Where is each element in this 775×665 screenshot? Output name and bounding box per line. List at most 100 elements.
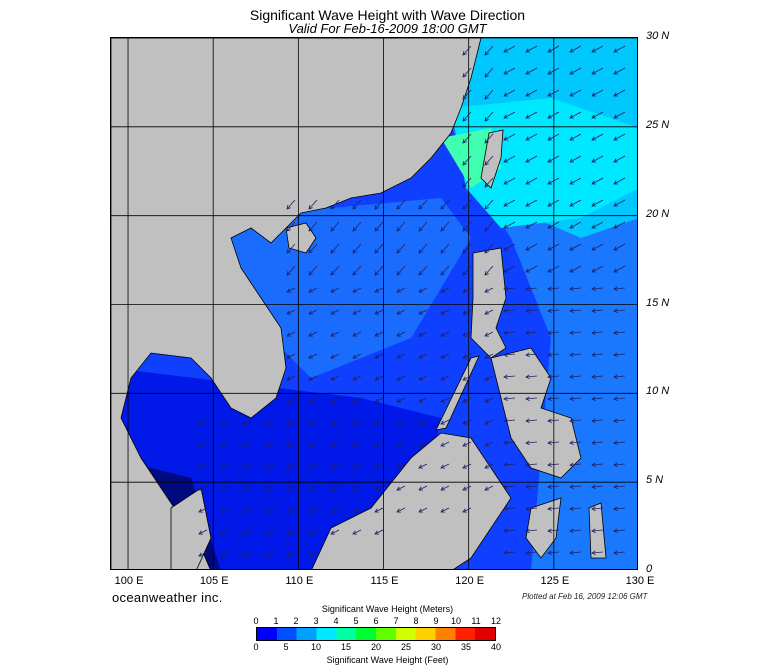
- wave-direction-arrow: [569, 199, 582, 207]
- wave-direction-arrow: [591, 45, 604, 53]
- wave-direction-arrow: [484, 375, 494, 381]
- wave-direction-arrow: [462, 155, 472, 166]
- wave-direction-arrow: [462, 221, 472, 232]
- wave-direction-arrow: [613, 528, 626, 533]
- wave-direction-arrow: [374, 397, 384, 403]
- wave-direction-arrow: [286, 221, 296, 232]
- wave-direction-arrow: [418, 463, 428, 469]
- wave-direction-arrow: [613, 221, 626, 229]
- wave-direction-arrow: [613, 133, 626, 141]
- wave-direction-arrow: [242, 485, 252, 491]
- wave-direction-arrow: [547, 528, 560, 533]
- colorbar-feet-tick: 30: [430, 642, 442, 652]
- wave-direction-arrow: [503, 155, 516, 163]
- wave-direction-arrow: [330, 287, 340, 293]
- wave-direction-arrow: [547, 330, 560, 335]
- wave-direction-arrow: [198, 485, 208, 491]
- wave-direction-arrow: [547, 199, 560, 207]
- wave-direction-arrow: [198, 441, 208, 447]
- wave-direction-arrow: [591, 484, 604, 489]
- wave-direction-arrow: [374, 485, 384, 491]
- wave-direction-arrow: [569, 484, 582, 489]
- colorbar-feet-tick: 15: [340, 642, 352, 652]
- wave-direction-arrow: [503, 528, 516, 533]
- wave-direction-arrow: [198, 463, 208, 469]
- longitude-label: 120 E: [455, 575, 485, 587]
- wave-direction-arrow: [374, 463, 384, 469]
- colorbar-meter-tick: 4: [333, 616, 339, 626]
- wave-direction-arrow: [484, 155, 494, 166]
- wave-direction-arrow: [613, 550, 626, 555]
- colorbar-meter-tick: 3: [313, 616, 319, 626]
- wave-direction-arrow: [613, 484, 626, 489]
- wave-direction-arrow: [418, 507, 428, 513]
- colorbar-title-meters: Significant Wave Height (Meters): [321, 604, 454, 614]
- wave-direction-arrow: [308, 331, 318, 337]
- wave-direction-arrow: [330, 331, 340, 337]
- wave-direction-arrow: [440, 419, 450, 425]
- wave-direction-arrow: [440, 331, 450, 337]
- wave-direction-arrow: [462, 397, 472, 403]
- wave-direction-arrow: [374, 265, 384, 276]
- wave-direction-arrow: [374, 353, 384, 359]
- wave-direction-arrow: [591, 155, 604, 163]
- wave-direction-arrow: [462, 243, 472, 254]
- wave-direction-arrow: [503, 89, 516, 97]
- wave-direction-arrow: [547, 89, 560, 97]
- latitude-label: 10 N: [646, 385, 670, 398]
- wave-direction-arrow: [613, 462, 626, 467]
- wave-direction-arrow: [418, 375, 428, 381]
- wave-direction-arrow: [503, 286, 516, 291]
- land-mainland: [111, 38, 482, 569]
- wave-direction-arrow: [525, 352, 538, 357]
- wave-direction-arrow: [613, 308, 626, 313]
- wave-direction-arrow: [591, 111, 604, 119]
- wave-direction-arrow: [547, 308, 560, 313]
- wave-direction-arrow: [503, 177, 516, 185]
- wave-direction-arrow: [308, 507, 318, 513]
- wave-direction-arrow: [547, 352, 560, 357]
- wave-direction-arrow: [308, 551, 318, 557]
- wave-direction-arrow: [264, 507, 274, 513]
- wave-direction-arrow: [198, 419, 208, 425]
- colorbar-meter-tick: 5: [353, 616, 359, 626]
- wave-direction-arrow: [569, 221, 582, 229]
- wave-direction-arrow: [352, 287, 362, 293]
- wave-direction-arrow: [462, 177, 472, 188]
- wave-direction-arrow: [308, 199, 318, 210]
- wave-direction-arrow: [591, 177, 604, 185]
- wave-direction-arrow: [286, 331, 296, 337]
- wave-direction-arrow: [525, 462, 538, 467]
- wave-direction-arrow: [547, 155, 560, 163]
- wave-direction-arrow: [352, 419, 362, 425]
- wave-direction-arrow: [418, 353, 428, 359]
- wave-direction-arrow: [569, 111, 582, 119]
- wave-direction-arrow: [613, 352, 626, 357]
- wave-direction-arrow: [613, 111, 626, 119]
- wave-direction-arrow: [352, 243, 362, 254]
- latitude-label: 0: [646, 563, 653, 575]
- wave-direction-arrow: [330, 507, 340, 513]
- wave-direction-arrow: [440, 507, 450, 513]
- colorbar-title-feet: Significant Wave Height (Feet): [326, 655, 449, 665]
- wave-direction-arrow: [484, 397, 494, 403]
- wave-direction-arrow: [569, 89, 582, 97]
- wave-direction-arrow: [352, 265, 362, 276]
- wave-direction-arrow: [330, 243, 340, 254]
- wave-direction-arrow: [286, 507, 296, 513]
- wave-direction-arrow: [484, 199, 494, 210]
- wave-direction-arrow: [330, 199, 340, 210]
- wave-direction-arrow: [591, 506, 604, 511]
- wave-direction-arrow: [591, 67, 604, 75]
- wave-direction-arrow: [484, 309, 494, 315]
- wave-direction-arrow: [569, 308, 582, 313]
- wave-direction-arrow: [525, 506, 538, 511]
- wave-direction-arrow: [591, 286, 604, 291]
- wave-direction-arrow: [547, 462, 560, 467]
- wave-direction-arrow: [220, 485, 230, 491]
- wave-direction-arrow: [330, 529, 340, 535]
- sea-zone-taiwan-strait: [451, 98, 637, 228]
- wave-direction-arrow: [591, 462, 604, 467]
- wave-direction-arrow: [220, 463, 230, 469]
- wave-direction-arrow: [484, 441, 494, 447]
